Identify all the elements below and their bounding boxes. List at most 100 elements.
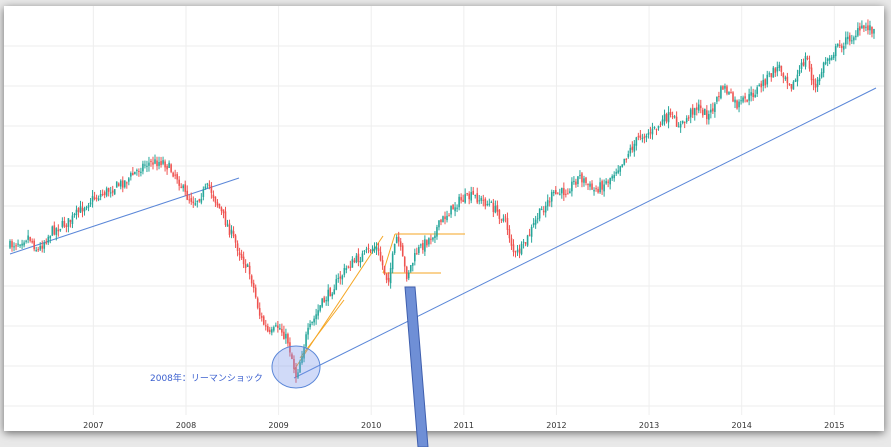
candle-body [341,275,344,280]
candle-body [103,192,106,195]
candle-body [432,237,434,240]
candle-body [522,241,525,243]
candle-body [97,198,100,200]
candle-body [871,26,873,34]
candle-body [838,44,841,46]
candle-body [168,162,170,168]
candle-body [599,182,601,193]
candle-body [730,92,732,94]
candle-body [236,243,239,252]
candle-body [59,228,62,231]
candle-body [218,203,221,209]
candle-body [826,58,829,62]
candle-body [142,163,144,172]
candle-body [873,28,875,34]
candle-body [63,220,66,227]
candle-body [601,181,603,190]
candle-body [17,243,19,245]
candle-body [474,195,477,197]
candle-body [363,250,366,252]
candle-body [375,246,378,250]
candle-body [516,250,519,252]
candle-body [639,135,642,138]
candle-body [277,325,279,328]
candle-body [164,161,166,168]
candle-body [689,109,692,118]
candle-body [556,192,559,194]
candle-body [43,243,46,249]
candle-body [591,183,593,190]
candle-body [603,184,605,192]
candle-body [454,207,456,212]
candle-body [792,81,795,90]
candle-body [397,236,400,242]
candle-body [403,257,406,267]
candle-body [806,57,809,60]
candle-body [657,125,660,129]
candle-body [834,46,837,57]
candle-body [520,243,523,255]
candle-body [748,94,750,101]
candle-body [500,219,503,221]
candle-body [95,197,98,199]
candle-body [246,264,249,267]
candle-body [295,367,297,377]
candle-body [311,321,313,324]
candle-body [242,256,245,265]
candle-body [283,331,285,340]
candle-body [816,79,819,87]
candle-body [498,209,501,219]
callout-pointer-bar [404,286,429,447]
candle-body [472,190,475,195]
candle-body [736,100,738,109]
rally-channel-line-upper [293,235,384,371]
candle-body [484,198,487,207]
candle-body [623,158,626,165]
candle-body [613,174,615,179]
candle-body [172,172,174,177]
candle-body [158,161,160,166]
candle-body [385,273,388,280]
candle-body [361,253,364,262]
candle-body [702,109,704,116]
candle-body [861,25,863,29]
candle-body [57,229,60,232]
candle-body [818,78,821,82]
candle-body [355,255,358,263]
candle-body [627,153,630,158]
x-tick-label: 2013 [639,421,659,430]
candle-body [605,181,607,184]
candle-body [714,103,716,112]
x-tick-label: 2009 [268,421,288,430]
candle-body [208,184,211,187]
candle-body [101,194,104,196]
candle-body [865,26,867,28]
candle-body [409,265,412,272]
trendlines [9,87,877,379]
chart-frame [4,6,884,431]
candle-body [567,193,569,195]
candle-body [468,193,470,200]
candle-body [109,192,112,194]
candle-body [784,77,787,80]
candle-body [635,137,638,146]
candle-body [307,327,309,335]
candle-body [196,200,199,202]
candle-body [45,242,48,244]
candle-body [136,169,138,171]
candle-body [331,293,334,297]
candle-body [35,250,37,252]
candle-body [407,272,410,279]
candle-body [683,121,686,123]
candle-body [53,225,56,235]
x-tick-label: 2011 [454,421,474,430]
candle-body [230,229,233,234]
candle-body [629,147,632,154]
candle-body [615,172,617,174]
candle-body [669,111,672,116]
candle-body [65,225,68,227]
candle-body [510,238,513,246]
x-tick-label: 2014 [732,421,752,430]
candle-body [254,287,257,298]
